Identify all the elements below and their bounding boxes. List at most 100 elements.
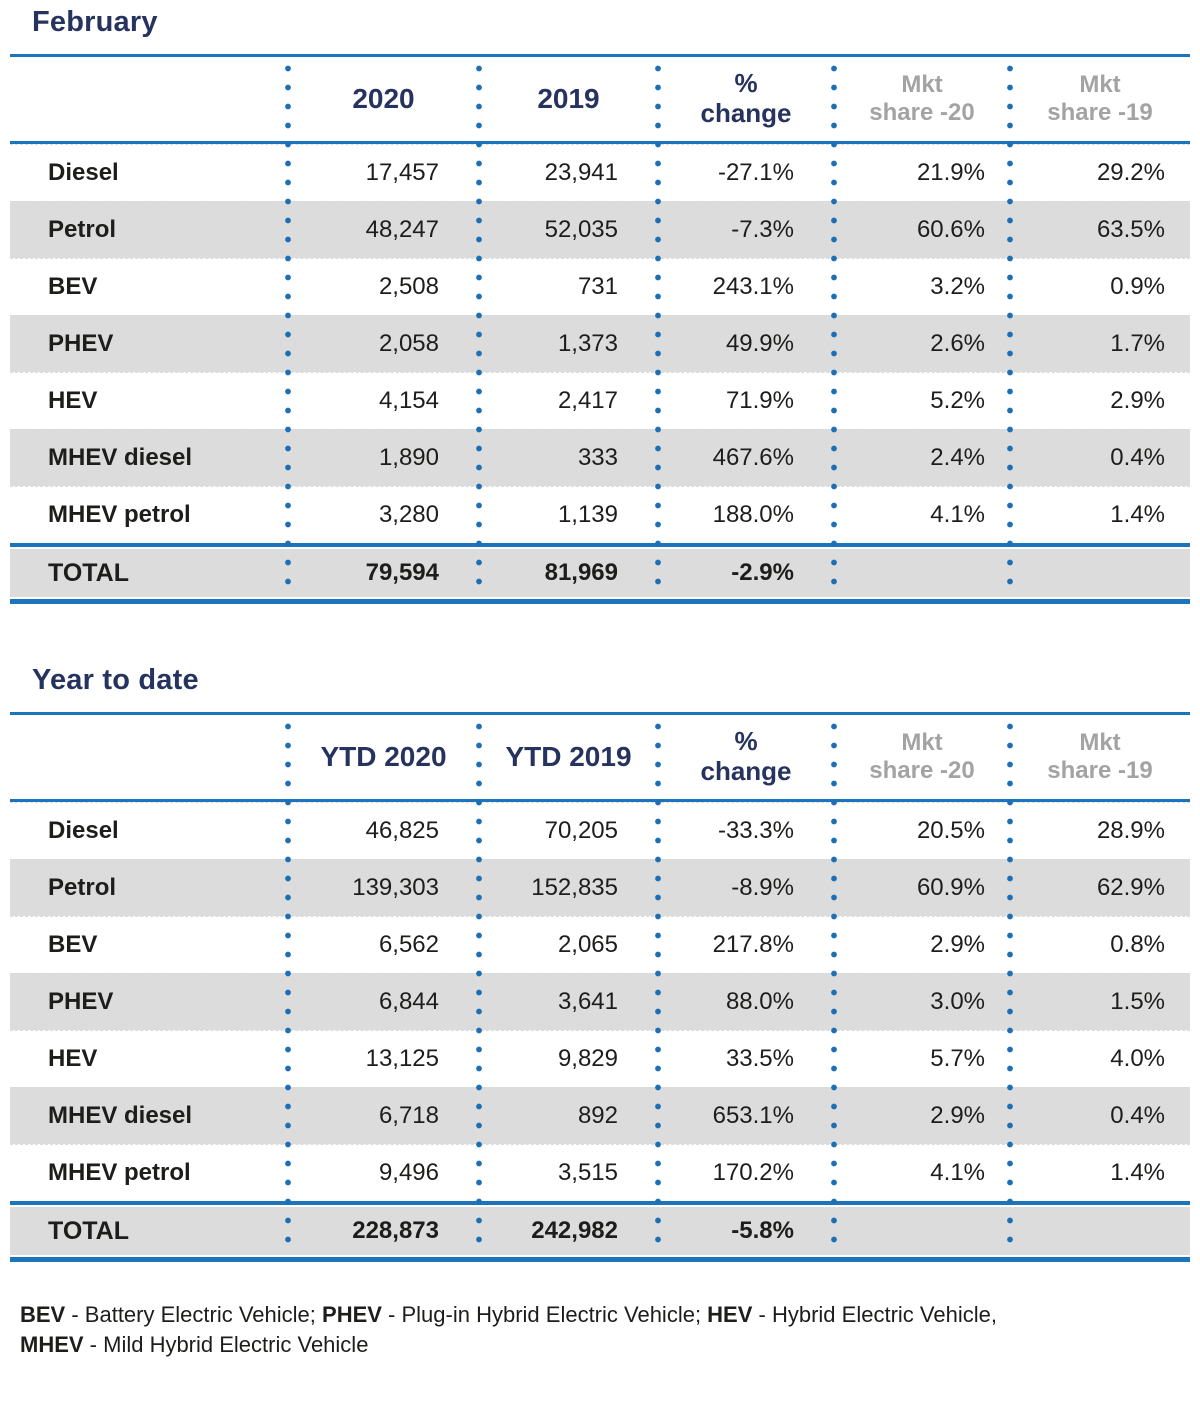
cell-value: 1,373 xyxy=(557,330,618,357)
footnote-abbr: HEV xyxy=(707,1302,753,1327)
cell-value: 3,515 xyxy=(557,1159,618,1186)
table-row: MHEV diesel 1,890 333 467.6% 2.4% 0.4% xyxy=(10,429,1190,486)
footnote-abbr: PHEV xyxy=(322,1302,382,1327)
cell-value: 52,035 xyxy=(544,216,618,243)
cell-value: 17,457 xyxy=(365,159,439,186)
table-body: Diesel 46,825 70,205 -33.3% 20.5% 28.9% Petrol… xyxy=(10,802,1190,1201)
table-body: Diesel 17,457 23,941 -27.1% 21.9% 29.2% Petrol… xyxy=(10,144,1190,543)
cell-value: 139,303 xyxy=(352,874,439,901)
cell-value: 333 xyxy=(577,444,618,471)
row-label: MHEV diesel xyxy=(48,1102,193,1129)
data-table: YTD 2020 YTD 2019 % change Mkt share -20 Mkt… xyxy=(10,712,1190,1262)
cell-value: 4.0% xyxy=(1110,1045,1165,1072)
footnote-abbr: BEV xyxy=(20,1302,66,1327)
column-header: 2019 xyxy=(537,82,600,114)
cell-value: 2.9% xyxy=(930,1102,985,1129)
row-label: Petrol xyxy=(48,874,117,901)
year-to-date-section: Year to date YTD 2020 YTD 2019 % change Mkt… xyxy=(0,664,1200,1262)
row-label: MHEV petrol xyxy=(48,501,191,528)
total-value: 81,969 xyxy=(544,559,618,586)
cell-value: 4.1% xyxy=(930,501,985,528)
table-row: Diesel 17,457 23,941 -27.1% 21.9% 29.2% xyxy=(10,144,1190,201)
cell-value: 71.9% xyxy=(725,387,794,414)
cell-value: 653.1% xyxy=(712,1102,794,1129)
cell-value: 2,058 xyxy=(378,330,439,357)
cell-value: 3,280 xyxy=(378,501,439,528)
table-row: Diesel 46,825 70,205 -33.3% 20.5% 28.9% xyxy=(10,802,1190,859)
cell-value: 9,829 xyxy=(557,1045,618,1072)
february-section: February 2020 2019 % change Mkt share -20 Mk… xyxy=(0,6,1200,604)
cell-value: 20.5% xyxy=(916,817,985,844)
cell-value: 2.4% xyxy=(930,444,985,471)
row-label: MHEV petrol xyxy=(48,1159,191,1186)
footnote-text: - Mild Hybrid Electric Vehicle xyxy=(83,1331,369,1357)
row-label: Diesel xyxy=(48,817,119,844)
cell-value: 2,417 xyxy=(557,387,618,414)
total-value: 242,982 xyxy=(531,1217,618,1244)
cell-value: 1.7% xyxy=(1110,330,1165,357)
table-row: Petrol 48,247 52,035 -7.3% 60.6% 63.5% xyxy=(10,201,1190,258)
total-label: TOTAL xyxy=(48,1216,130,1245)
total-value: 79,594 xyxy=(365,559,439,586)
cell-value: 243.1% xyxy=(712,273,794,300)
total-row: TOTAL 228,873 242,982 -5.8% xyxy=(10,1207,1190,1255)
data-table: 2020 2019 % change Mkt share -20 Mkt share -… xyxy=(10,54,1190,604)
column-header: Mkt share -20 xyxy=(869,71,975,126)
cell-value: 1.4% xyxy=(1110,501,1165,528)
cell-value: 6,844 xyxy=(378,988,439,1015)
cell-value: 2,065 xyxy=(557,931,618,958)
cell-value: 13,125 xyxy=(365,1045,439,1072)
total-row-wrap: TOTAL 79,594 81,969 -2.9% xyxy=(10,543,1190,604)
table-row: PHEV 2,058 1,373 49.9% 2.6% 1.7% xyxy=(10,315,1190,372)
cell-value: 63.5% xyxy=(1096,216,1165,243)
total-value: 228,873 xyxy=(352,1217,439,1244)
cell-value: -27.1% xyxy=(717,159,794,186)
row-label: PHEV xyxy=(48,330,114,357)
cell-value: 170.2% xyxy=(712,1159,794,1186)
cell-value: 0.4% xyxy=(1110,444,1165,471)
cell-value: 188.0% xyxy=(712,501,794,528)
footnote: BEV - Battery Electric Vehicle; PHEV - P… xyxy=(20,1300,1180,1359)
cell-value: 1,139 xyxy=(557,501,618,528)
cell-value: 70,205 xyxy=(544,817,618,844)
row-label: PHEV xyxy=(48,988,114,1015)
total-row-wrap: TOTAL 228,873 242,982 -5.8% xyxy=(10,1201,1190,1262)
table-row: BEV 2,508 731 243.1% 3.2% 0.9% xyxy=(10,258,1190,315)
footnote-text: - Plug-in Hybrid Electric Vehicle; xyxy=(381,1302,708,1327)
cell-value: 23,941 xyxy=(544,159,618,186)
cell-value: -7.3% xyxy=(731,216,794,243)
row-label: HEV xyxy=(48,1045,98,1072)
table-row: PHEV 6,844 3,641 88.0% 3.0% 1.5% xyxy=(10,973,1190,1030)
cell-value: 731 xyxy=(577,273,618,300)
cell-value: 49.9% xyxy=(725,330,794,357)
cell-value: 62.9% xyxy=(1096,874,1165,901)
table-title: February xyxy=(32,6,158,38)
column-header: % change xyxy=(700,726,792,786)
cell-value: 2.9% xyxy=(930,931,985,958)
cell-value: 5.2% xyxy=(930,387,985,414)
cell-value: 6,718 xyxy=(378,1102,439,1129)
table-row: MHEV petrol 3,280 1,139 188.0% 4.1% 1.4% xyxy=(10,486,1190,543)
cell-value: 0.8% xyxy=(1110,931,1165,958)
cell-value: 9,496 xyxy=(378,1159,439,1186)
column-header: % change xyxy=(700,68,792,128)
total-value: -5.8% xyxy=(731,1217,794,1244)
cell-value: -8.9% xyxy=(731,874,794,901)
cell-value: 3.0% xyxy=(930,988,985,1015)
column-header: Mkt share -19 xyxy=(1047,71,1153,126)
cell-value: 4,154 xyxy=(378,387,439,414)
table-row: HEV 4,154 2,417 71.9% 5.2% 2.9% xyxy=(10,372,1190,429)
row-label: HEV xyxy=(48,387,98,414)
cell-value: 28.9% xyxy=(1096,817,1165,844)
footnote-text: - Hybrid Electric Vehicle, xyxy=(752,1302,997,1327)
table-header-row: YTD 2020 YTD 2019 % change Mkt share -20 Mkt… xyxy=(10,712,1190,802)
cell-value: 3,641 xyxy=(557,988,618,1015)
table-row: MHEV diesel 6,718 892 653.1% 2.9% 0.4% xyxy=(10,1087,1190,1144)
cell-value: 0.4% xyxy=(1110,1102,1165,1129)
cell-value: 21.9% xyxy=(916,159,985,186)
cell-value: 2,508 xyxy=(378,273,439,300)
cell-value: 2.6% xyxy=(930,330,985,357)
table-row: BEV 6,562 2,065 217.8% 2.9% 0.8% xyxy=(10,916,1190,973)
cell-value: 46,825 xyxy=(365,817,439,844)
cell-value: -33.3% xyxy=(717,817,794,844)
